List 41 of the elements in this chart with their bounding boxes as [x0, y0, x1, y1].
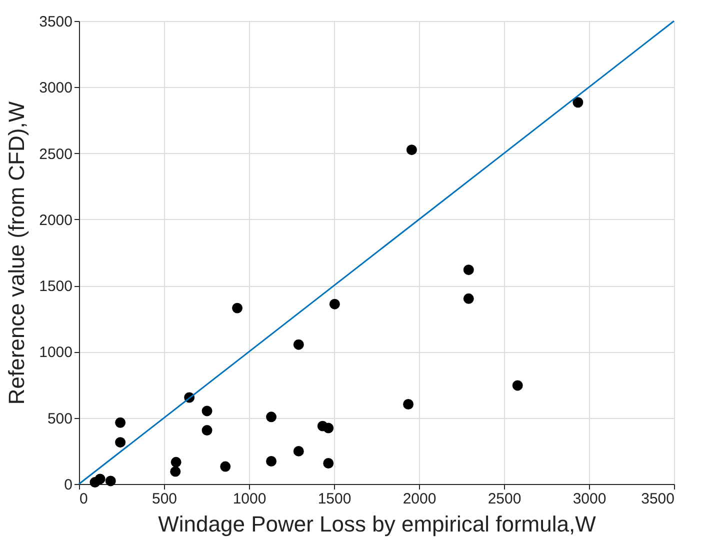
point — [232, 302, 243, 314]
x-tick-label: 2000 — [402, 490, 436, 508]
y-tick-label: 500 — [47, 410, 72, 428]
x-tick-label: 2500 — [488, 490, 522, 508]
y-axis-title: Reference value (from CFD),W — [4, 101, 30, 405]
point — [115, 417, 126, 428]
point — [170, 466, 181, 477]
point — [293, 339, 304, 350]
point — [406, 144, 417, 156]
point — [572, 97, 584, 108]
point — [463, 293, 474, 304]
x-tick-label: 3500 — [641, 490, 674, 508]
point — [202, 406, 212, 416]
y-tick-label: 2500 — [39, 146, 72, 163]
y-tick-label: 2000 — [39, 212, 72, 229]
x-tick-label: 3000 — [572, 490, 606, 508]
y-tick-label: 1000 — [39, 344, 72, 362]
point — [266, 412, 277, 422]
y-tick-label: 0 — [64, 476, 72, 494]
point — [105, 476, 116, 486]
point — [94, 474, 106, 484]
point — [266, 456, 277, 466]
point — [220, 461, 231, 472]
y-tick-label: 1500 — [39, 278, 72, 296]
point — [323, 458, 334, 468]
point — [293, 446, 304, 456]
point — [403, 399, 414, 410]
point — [115, 437, 126, 448]
y-tick-label: 3500 — [39, 14, 72, 30]
point — [170, 456, 182, 468]
point — [202, 425, 212, 436]
x-tick-label: 1500 — [318, 490, 352, 508]
y-tick-label: 3000 — [39, 80, 72, 97]
x-axis-title: Windage Power Loss by empirical formula,W — [158, 512, 596, 536]
point — [323, 422, 334, 434]
point — [463, 264, 474, 276]
x-tick-label: 1000 — [232, 490, 266, 508]
point — [512, 380, 523, 391]
x-tick-label: 0 — [80, 490, 88, 508]
x-tick-label: 500 — [152, 490, 178, 508]
point — [329, 298, 340, 310]
